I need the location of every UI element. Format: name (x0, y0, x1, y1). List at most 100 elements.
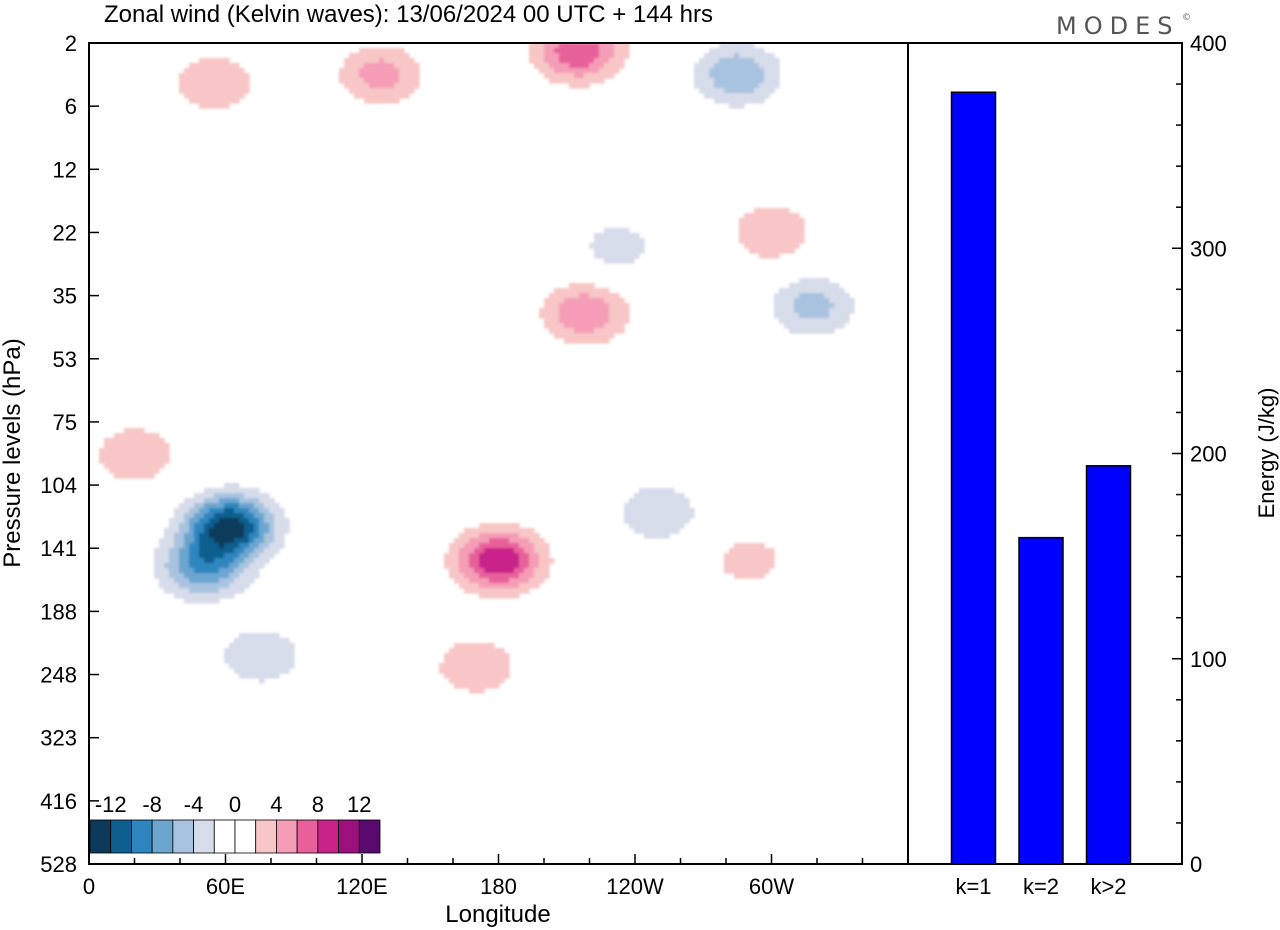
heatmap-cell (454, 683, 500, 689)
heatmap-cell (249, 553, 260, 559)
heatmap-cell (394, 63, 420, 69)
heatmap-cell (459, 533, 480, 539)
heatmap-cell (479, 573, 520, 579)
heatmap-cell (239, 553, 250, 559)
heatmap-cell (204, 498, 220, 504)
heatmap-cell (469, 538, 490, 544)
heatmap-cell (344, 58, 380, 64)
heatmap-cell (99, 448, 170, 454)
heatmap-cell (224, 658, 295, 664)
heatmap-cell (559, 58, 595, 64)
heatmap-cell (99, 453, 170, 459)
heatmap-cell (699, 58, 720, 64)
heatmap-cell (224, 543, 240, 549)
heatmap-cell (609, 303, 630, 309)
heatmap-cell (564, 323, 605, 329)
heatmap-cell (569, 283, 595, 289)
heatmap-cell (264, 513, 275, 519)
heatmap-cell (164, 563, 180, 569)
x-tick-label: 60E (206, 874, 245, 899)
heatmap-panel (99, 43, 855, 694)
heatmap-cell (509, 538, 530, 544)
heatmap-cell (454, 578, 470, 584)
heatmap-cell (354, 93, 410, 99)
heatmap-cell (214, 493, 245, 499)
heatmap-cell (799, 278, 830, 284)
heatmap-cell (444, 553, 460, 559)
colorbar-swatch (255, 819, 277, 854)
heatmap-cell (459, 553, 470, 559)
heatmap-cell (459, 583, 480, 589)
heatmap-cell (274, 523, 290, 529)
energy-axis-label: Energy (J/kg) (1254, 388, 1279, 519)
heatmap-cell (519, 583, 540, 589)
heatmap-cell (169, 548, 180, 554)
heatmap-cell (184, 543, 190, 549)
heatmap-cell (254, 503, 265, 509)
heatmap-cell (549, 63, 570, 69)
heatmap-cell (439, 668, 510, 674)
heatmap-cell (264, 518, 275, 524)
heatmap-cell (549, 328, 575, 334)
heatmap-cell (229, 563, 240, 569)
colorbar-swatch (110, 819, 132, 854)
heatmap-cell (399, 73, 420, 79)
heatmap-cell (764, 78, 780, 84)
heatmap-cell (514, 548, 525, 554)
heatmap-cell (244, 558, 255, 564)
heatmap-cell (704, 53, 735, 59)
heatmap-cell (199, 538, 215, 544)
heatmap-cell (199, 543, 220, 549)
heatmap-cell (529, 538, 545, 544)
heatmap-cell (774, 293, 800, 299)
heatmap-cell (249, 563, 265, 569)
heatmap-cell (539, 553, 550, 559)
heatmap-cell (199, 533, 210, 539)
heatmap-cell (714, 78, 765, 84)
heatmap-cell (594, 253, 640, 259)
heatmap-cell (779, 318, 850, 324)
heatmap-cell (544, 73, 575, 79)
heatmap-cell (469, 558, 480, 564)
colorbar-swatch (358, 819, 381, 854)
heatmap-cell (634, 528, 680, 534)
heatmap-cell (444, 673, 510, 679)
heatmap-cell (169, 568, 180, 574)
heatmap-cell (239, 563, 250, 569)
heatmap-cell (509, 578, 530, 584)
heatmap-cell (259, 528, 270, 534)
heatmap-cell (154, 568, 170, 574)
heatmap-cell (734, 573, 765, 579)
heatmap-cell (269, 508, 285, 514)
colorbar-swatch (151, 819, 174, 854)
heatmap-cell (564, 298, 605, 304)
y-axis-label: Pressure levels (hPa) (0, 338, 26, 567)
heatmap-cell (739, 228, 805, 234)
heatmap-cell (249, 543, 260, 549)
heatmap-cell (774, 308, 795, 314)
heatmap-cell (189, 558, 205, 564)
heatmap-cell (234, 638, 290, 644)
heatmap-cell (174, 538, 185, 544)
heatmap-cell (169, 573, 185, 579)
heatmap-cell (544, 318, 560, 324)
colorbar-swatch (317, 819, 339, 854)
heatmap-cell (194, 538, 200, 544)
heatmap-cell (519, 558, 530, 564)
heatmap-cell (184, 93, 245, 99)
heatmap-cell (479, 583, 520, 589)
heatmap-cell (159, 583, 180, 589)
heatmap-cell (534, 573, 550, 579)
heatmap-cell (779, 288, 845, 294)
heatmap-cell (514, 568, 525, 574)
heatmap-cell (529, 563, 540, 569)
heatmap-cell (209, 508, 225, 514)
heatmap-cell (569, 83, 590, 89)
heatmap-cell (184, 518, 190, 524)
heatmap-cell (609, 313, 630, 319)
heatmap-cell (194, 523, 205, 529)
heatmap-cell (254, 528, 260, 534)
heatmap-cell (179, 88, 250, 94)
heatmap-cell (189, 578, 220, 584)
